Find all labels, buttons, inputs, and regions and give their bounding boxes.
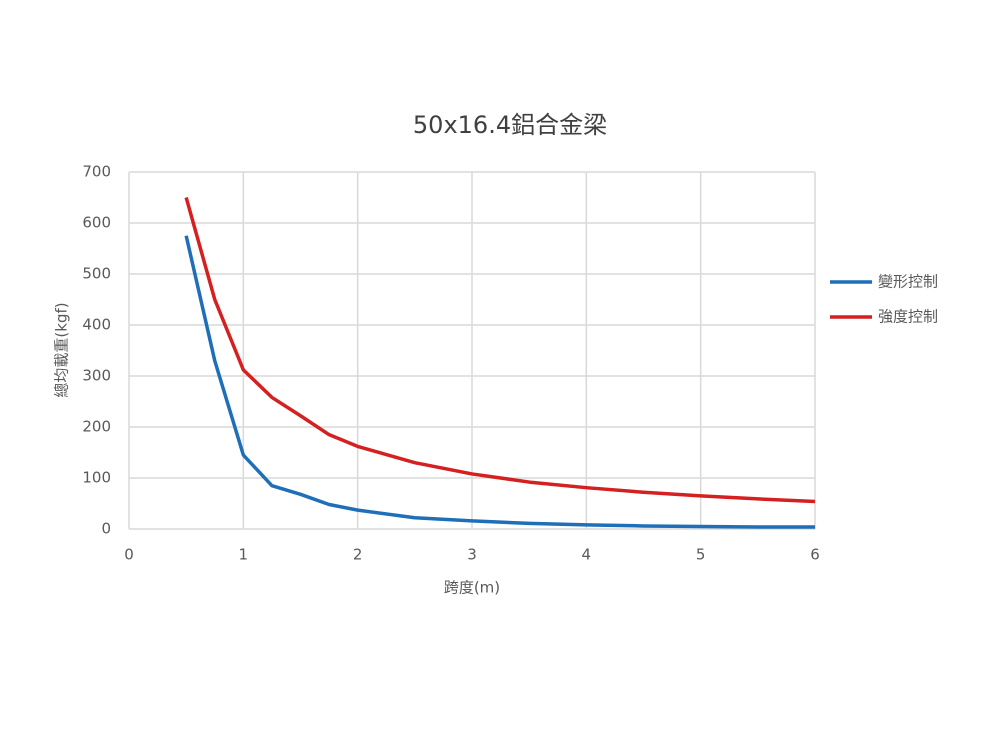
legend-label: 強度控制 (878, 308, 938, 326)
x-tick-label: 0 (124, 546, 134, 564)
y-tick-label: 300 (82, 367, 111, 385)
x-axis-label: 跨度(m) (444, 579, 500, 597)
y-tick-label: 500 (82, 265, 111, 283)
y-tick-label: 200 (82, 418, 111, 436)
series-line (184, 197, 816, 504)
y-tick-label: 400 (82, 316, 111, 334)
x-tick-label: 3 (467, 546, 477, 564)
x-tick-label: 1 (239, 546, 249, 564)
legend-label: 變形控制 (878, 273, 938, 291)
series-line (184, 235, 815, 529)
y-axis-label: 總均載重(kgf) (53, 302, 71, 397)
y-tick-label: 100 (82, 469, 111, 487)
y-tick-label: 600 (82, 214, 111, 232)
x-tick-label: 5 (696, 546, 706, 564)
y-tick-label: 700 (82, 163, 111, 181)
x-tick-label: 4 (582, 546, 592, 564)
chart-title: 50x16.4鋁合金梁 (413, 111, 607, 139)
y-tick-label: 0 (101, 520, 111, 538)
x-tick-label: 2 (353, 546, 363, 564)
x-tick-label: 6 (810, 546, 820, 564)
